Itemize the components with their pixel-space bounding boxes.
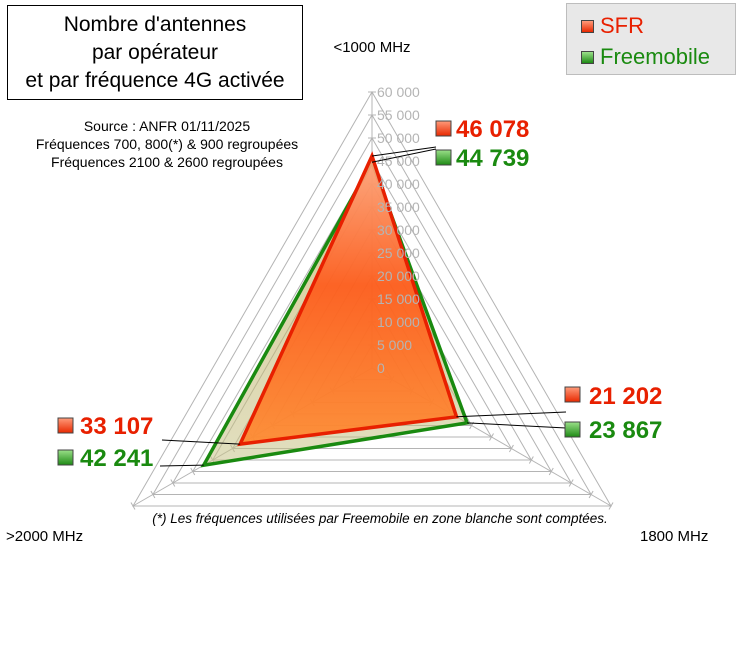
legend-item-sfr: SFR: [581, 13, 644, 39]
grid-ring-50000: [171, 137, 573, 484]
source-line-3: Fréquences 2100 & 2600 regroupées: [51, 154, 283, 170]
tick-label-10000: 10 000: [377, 314, 420, 330]
title-line-2: par opérateur: [91, 40, 219, 64]
axis-tick: [130, 502, 136, 510]
tick-label-20000: 20 000: [377, 268, 420, 284]
value-swatch-freemobile-0: [435, 149, 452, 166]
axis-label-over2000: >2000 MHz: [6, 528, 83, 545]
series-area-sfr: [237, 151, 459, 447]
source-line-1: Source : ANFR 01/11/2025: [83, 118, 251, 134]
value-label-freemobile-1: 23 867: [589, 417, 662, 444]
legend-swatch-sfr: [581, 19, 594, 33]
axis-tick: [150, 490, 156, 499]
leader-freemobile-2: [159, 464, 204, 467]
grid-ring-60000: [132, 90, 612, 507]
value-label-sfr-0: 46 078: [456, 116, 529, 143]
tick-label-55000: 55 000: [377, 107, 420, 123]
value-swatch-sfr-0: [435, 120, 452, 137]
grid-ring-55000: [152, 113, 592, 495]
legend-item-freemobile: Freemobile: [581, 44, 710, 70]
axis-tick: [568, 479, 574, 487]
value-label-freemobile-0: 44 739: [456, 145, 529, 172]
axis-tick: [190, 467, 196, 476]
title-line-3: et par fréquence 4G activée: [25, 68, 285, 92]
axis-tick: [489, 433, 494, 441]
axis-tick: [588, 490, 594, 499]
axis-tick: [548, 467, 554, 476]
tick-label-25000: 25 000: [377, 245, 420, 261]
grid-ring-45000: [191, 160, 553, 472]
value-swatch-sfr-2: [57, 417, 74, 434]
legend-label-sfr: SFR: [600, 13, 644, 38]
radar-tick-labels: 0 5 000 10 000 15 000 20 000 25 000 30 000 35 0…: [377, 84, 420, 376]
title-line-1: Nombre d'antennes: [63, 12, 247, 36]
source-note: Source : ANFR 01/11/2025 Fréquences 700,…: [2, 117, 332, 171]
tick-label-40000: 40 000: [377, 176, 420, 192]
footnote: (*) Les fréquences utilisées par Freemob…: [152, 511, 608, 526]
tick-label-0: 0: [377, 360, 385, 376]
legend: SFR Freemobile: [566, 3, 736, 75]
axis-tick: [508, 444, 514, 453]
value-label-leaders: [159, 146, 567, 467]
legend-label-freemobile: Freemobile: [600, 44, 711, 69]
tick-label-30000: 30 000: [377, 222, 420, 238]
leader-freemobile-0: [371, 148, 437, 163]
tick-label-60000: 60 000: [377, 84, 420, 100]
source-line-2: Fréquences 700, 800(*) & 900 regroupées: [35, 136, 299, 152]
value-swatch-freemobile-1: [564, 421, 581, 438]
leader-sfr-2: [161, 439, 241, 445]
value-label-sfr-2: 33 107: [80, 413, 153, 440]
axis-tick: [528, 456, 534, 464]
tick-label-35000: 35 000: [377, 199, 420, 215]
axis-tick: [608, 502, 614, 510]
value-swatch-sfr-1: [564, 386, 581, 403]
tick-label-15000: 15 000: [377, 291, 420, 307]
tick-label-45000: 45 000: [377, 153, 420, 169]
value-swatch-freemobile-2: [57, 449, 74, 466]
leader-freemobile-1: [467, 422, 567, 429]
tick-label-50000: 50 000: [377, 130, 420, 146]
value-label-freemobile-2: 42 241: [80, 445, 153, 472]
leader-sfr-0: [371, 146, 437, 157]
axis-label-sub1000: <1000 MHz: [333, 39, 410, 56]
legend-swatch-freemobile: [581, 50, 594, 64]
tick-label-5000: 5 000: [377, 337, 412, 353]
leader-sfr-1: [456, 411, 567, 418]
axis-tick: [170, 479, 176, 487]
axis-label-1800: 1800 MHz: [640, 528, 708, 545]
chart-title: Nombre d'antennes par opérateur et par f…: [7, 5, 303, 100]
radar-series: [200, 151, 470, 468]
value-label-sfr-1: 21 202: [589, 383, 662, 410]
